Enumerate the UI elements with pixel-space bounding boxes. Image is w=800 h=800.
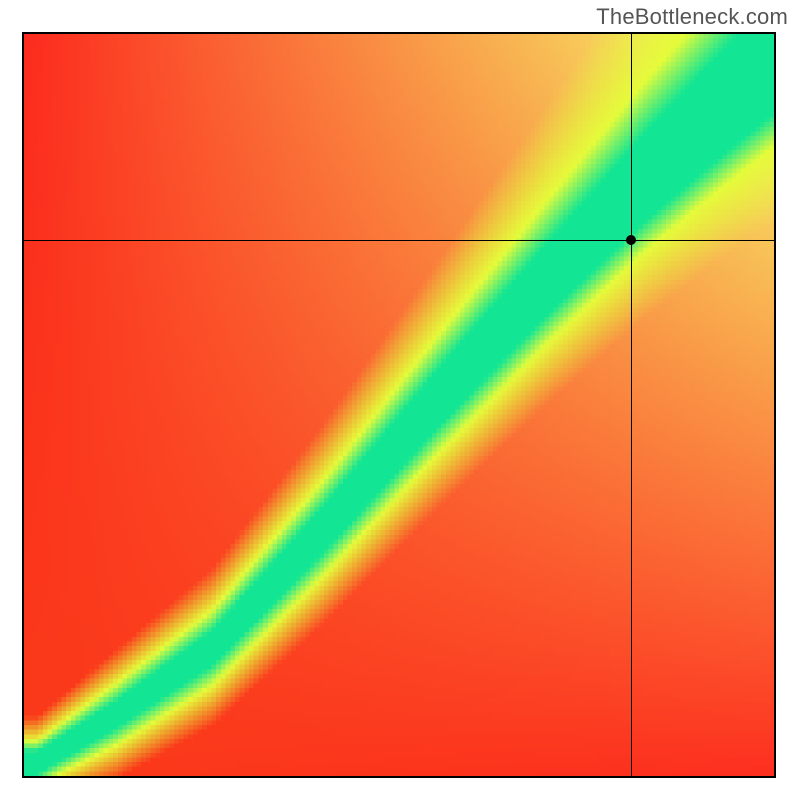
watermark-text: TheBottleneck.com <box>596 4 788 30</box>
plot-frame <box>22 32 776 778</box>
crosshair-horizontal <box>24 240 774 241</box>
chart-container: TheBottleneck.com <box>0 0 800 800</box>
crosshair-marker <box>626 235 636 245</box>
heatmap-canvas <box>24 34 774 776</box>
crosshair-vertical <box>631 34 632 776</box>
